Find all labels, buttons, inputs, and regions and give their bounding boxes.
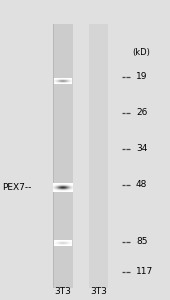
Bar	[53, 24, 54, 288]
Text: 117: 117	[136, 267, 153, 276]
Bar	[53, 24, 73, 288]
Text: 3T3: 3T3	[90, 286, 107, 296]
Text: 19: 19	[136, 72, 148, 81]
Text: PEX7--: PEX7--	[2, 183, 31, 192]
Text: 34: 34	[136, 144, 147, 153]
Text: 48: 48	[136, 180, 147, 189]
Text: 3T3: 3T3	[54, 286, 71, 296]
Text: 26: 26	[136, 108, 147, 117]
Text: 85: 85	[136, 237, 148, 246]
Text: (kD): (kD)	[133, 48, 150, 57]
Bar	[89, 24, 108, 288]
